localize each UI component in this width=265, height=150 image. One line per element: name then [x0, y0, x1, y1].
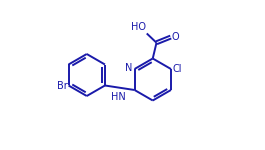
- Text: N: N: [125, 63, 133, 73]
- Text: HN: HN: [111, 92, 126, 102]
- Text: Br: Br: [57, 81, 68, 91]
- Text: HO: HO: [131, 22, 146, 32]
- Text: O: O: [172, 32, 180, 42]
- Text: Cl: Cl: [173, 64, 182, 74]
